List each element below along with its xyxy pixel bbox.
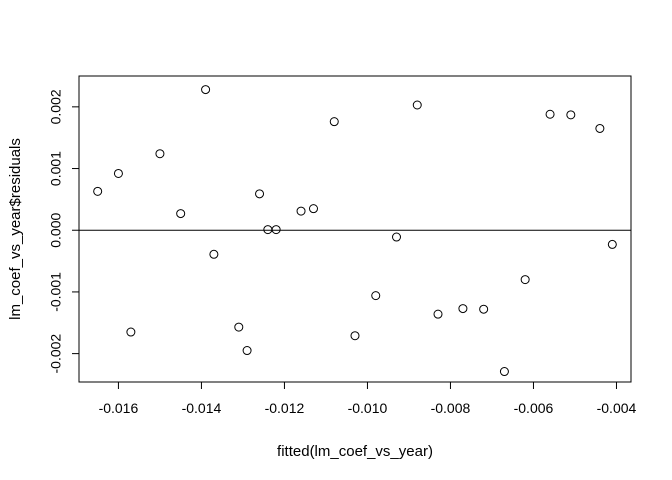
data-point [113,168,123,178]
data-point [308,204,318,214]
x-tick-label: -0.008 [431,400,471,416]
y-axis-title: lm_coef_vs_year$residuals [7,138,24,320]
data-point [595,123,605,133]
data-point [271,225,281,235]
y-tick-label: 0.002 [48,89,64,124]
data-point [263,225,273,235]
data-point [209,249,219,259]
data-point [371,291,381,301]
data-point [607,239,617,249]
data-point [155,149,165,159]
x-tick-label: -0.016 [99,400,139,416]
points-layer [93,85,617,377]
data-point [329,117,339,127]
x-axis: -0.016 -0.014 -0.012 -0.010 -0.008 -0.006 -0.0… [99,381,637,416]
data-point [479,304,489,314]
data-point [433,309,443,319]
y-tick-label: -0.002 [48,334,64,374]
data-point [566,110,576,120]
x-tick-label: -0.010 [348,400,388,416]
data-point [296,206,306,216]
data-point [499,367,509,377]
data-point [126,327,136,337]
y-tick-label: 0.000 [48,213,64,248]
data-point [520,275,530,285]
data-point [255,189,265,199]
y-axis: -0.002 -0.001 0.000 0.001 0.002 [48,89,80,374]
data-point [412,100,422,110]
x-axis-title: fitted(lm_coef_vs_year) [277,443,433,460]
data-point [176,209,186,219]
x-tick-label: -0.014 [182,400,222,416]
plot-frame [78,75,632,383]
data-point [392,232,402,242]
data-point [545,109,555,119]
data-point [242,346,252,356]
y-tick-label: -0.001 [48,272,64,312]
data-point [350,331,360,341]
data-point [93,186,103,196]
x-tick-label: -0.006 [514,400,554,416]
data-point [458,304,468,314]
y-tick-label: 0.001 [48,151,64,186]
x-tick-label: -0.004 [597,400,637,416]
data-point [234,322,244,332]
x-tick-label: -0.012 [265,400,305,416]
data-point [201,85,211,95]
